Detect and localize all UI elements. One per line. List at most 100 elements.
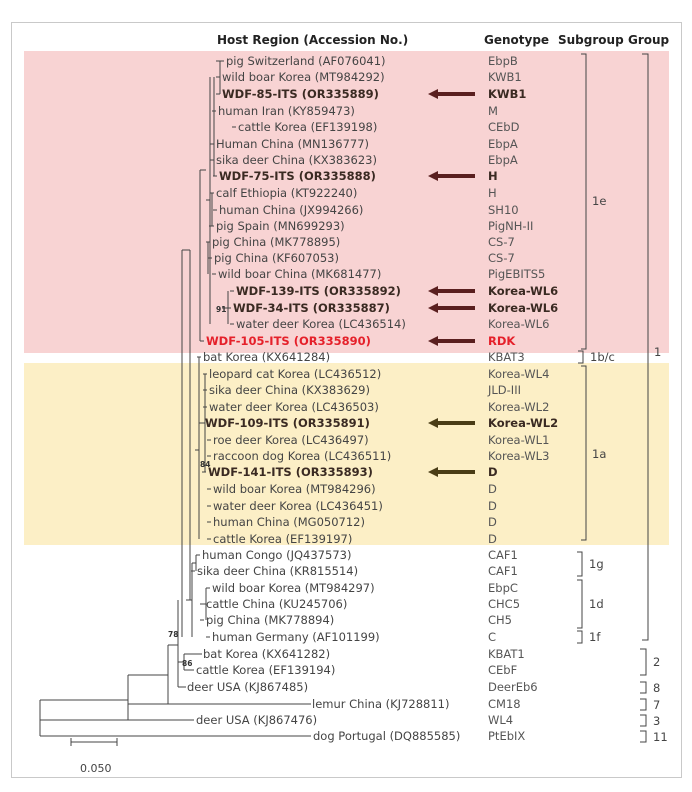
bracket [581, 365, 587, 541]
tip-label: human China (JX994266) [219, 203, 363, 217]
bracket [577, 630, 583, 644]
genotype-label: D [488, 482, 497, 496]
bootstrap-value: 91 [216, 305, 226, 314]
highlight-arrow-head [428, 418, 438, 428]
genotype-label: D [488, 532, 497, 546]
group-brackets: 1e 1b/c 1a 1g 1d 1f 1 2 8 7 3 11 [577, 53, 668, 744]
genotype-label: Korea-WL2 [488, 400, 549, 414]
highlight-arrow-head [428, 171, 438, 181]
tip-label: human Congo (JQ437573) [202, 548, 351, 562]
bracket [577, 551, 583, 577]
tip-label: sika deer China (KX383629) [209, 383, 370, 397]
highlight-arrow-head [428, 467, 438, 477]
tip-label: dog Portugal (DQ885585) [313, 729, 460, 743]
genotype-label: CAF1 [488, 548, 518, 562]
genotype-label: CS-7 [488, 235, 515, 249]
subgroup-label: 1b/c [590, 350, 615, 364]
tip-label: WDF-109-ITS (OR335891) [205, 416, 370, 430]
tip-label: pig Spain (MN699293) [216, 219, 345, 233]
genotype-label: RDK [488, 334, 516, 348]
genotype-label: CEbD [488, 120, 520, 134]
tip-label: cattle Korea (EF139197) [213, 532, 352, 546]
subgroup-1e-band [24, 51, 669, 353]
subgroup-label: 1d [589, 597, 604, 611]
tip-label: WDF-75-ITS (OR335888) [219, 169, 376, 183]
bootstrap-values: 91 84 78 86 [168, 305, 226, 668]
genotype-label: KWB1 [488, 70, 522, 84]
genotype-label: D [488, 499, 497, 513]
genotype-label: D [488, 515, 497, 529]
genotype-label: H [488, 186, 497, 200]
tip-label: lemur China (KJ728811) [312, 697, 449, 711]
header-genotype: Genotype [484, 33, 549, 47]
bracket [577, 579, 583, 629]
tip-label: leopard cat Korea (LC436512) [209, 367, 381, 381]
genotype-label: EbpB [488, 54, 518, 68]
genotype-label: Korea-WL6 [488, 284, 558, 298]
genotype-label: DeerEb6 [488, 680, 538, 694]
tip-label: WDF-141-ITS (OR335893) [208, 465, 373, 479]
tip-label: water deer Korea (LC436514) [236, 317, 406, 331]
tip-label: bat Korea (KX641282) [203, 647, 330, 661]
tip-label: calf Ethiopia (KT922240) [216, 186, 357, 200]
genotype-label: EbpC [488, 581, 518, 595]
figure-frame [11, 22, 682, 778]
tip-label: cattle Korea (EF139194) [196, 663, 335, 677]
genotype-label: CM18 [488, 697, 521, 711]
genotype-label: C [488, 630, 496, 644]
genotype-label: D [488, 465, 498, 479]
genotype-label: CEbF [488, 663, 517, 677]
group-label: 2 [653, 655, 660, 669]
bracket [581, 53, 587, 350]
tip-label: human China (MG050712) [213, 515, 365, 529]
tip-label: bat Korea (KX641284) [203, 350, 330, 364]
genotype-label: Korea-WL6 [488, 317, 549, 331]
genotype-label: PtEbIX [488, 729, 525, 743]
tip-label: pig China (MK778894) [206, 613, 334, 627]
genotype-label: PigNH-II [488, 219, 533, 233]
bracket [578, 350, 584, 364]
tip-label: pig China (KF607053) [214, 251, 339, 265]
subgroup-label: 1e [592, 194, 606, 208]
bracket [640, 681, 647, 694]
tip-label: cattle Korea (EF139198) [238, 120, 377, 134]
tip-label: pig Switzerland (AF076041) [226, 54, 386, 68]
header-host-region: Host Region (Accession No.) [217, 33, 408, 47]
group-label: 11 [653, 730, 668, 744]
tree-branches [39, 60, 311, 737]
subgroup-1a-band [24, 363, 669, 545]
genotype-label: CHC5 [488, 597, 520, 611]
genotype-label: Korea-WL3 [488, 449, 549, 463]
tip-label: WDF-105-ITS (OR335890) [206, 334, 371, 348]
genotype-label: Korea-WL6 [488, 301, 558, 315]
genotype-label: M [488, 104, 498, 118]
highlight-arrow-head [428, 286, 438, 296]
tip-label: deer USA (KJ867485) [187, 680, 308, 694]
tree-tips: pig Switzerland (AF076041) EbpB wild boar … [187, 54, 558, 743]
tip-label: wild boar Korea (MT984292) [222, 70, 385, 84]
tip-label: sika deer China (KX383623) [216, 153, 377, 167]
tip-label: human Germany (AF101199) [212, 630, 380, 644]
header-group: Group [628, 33, 670, 47]
tip-label: sika deer China (KR815514) [197, 564, 358, 578]
bracket [642, 53, 649, 641]
tip-label: wild boar Korea (MT984296) [213, 482, 376, 496]
genotype-label: JLD-III [487, 383, 521, 397]
group-label: 3 [653, 714, 660, 728]
bracket [640, 698, 647, 711]
subgroup-label: 1f [589, 630, 601, 644]
genotype-label: Korea-WL1 [488, 433, 549, 447]
tip-label: deer USA (KJ867476) [196, 713, 317, 727]
bracket [640, 648, 647, 676]
group-label: 1 [654, 345, 661, 359]
highlight-arrow-head [428, 303, 438, 313]
tip-label: cattle China (KU245706) [206, 597, 347, 611]
genotype-label: CS-7 [488, 251, 515, 265]
genotype-label: EbpA [488, 153, 518, 167]
header-subgroup: Subgroup [558, 33, 624, 47]
tip-label: wild boar Korea (MT984297) [212, 581, 375, 595]
genotype-label: CH5 [488, 613, 512, 627]
tip-label: roe deer Korea (LC436497) [213, 433, 369, 447]
genotype-label: KWB1 [488, 87, 526, 101]
